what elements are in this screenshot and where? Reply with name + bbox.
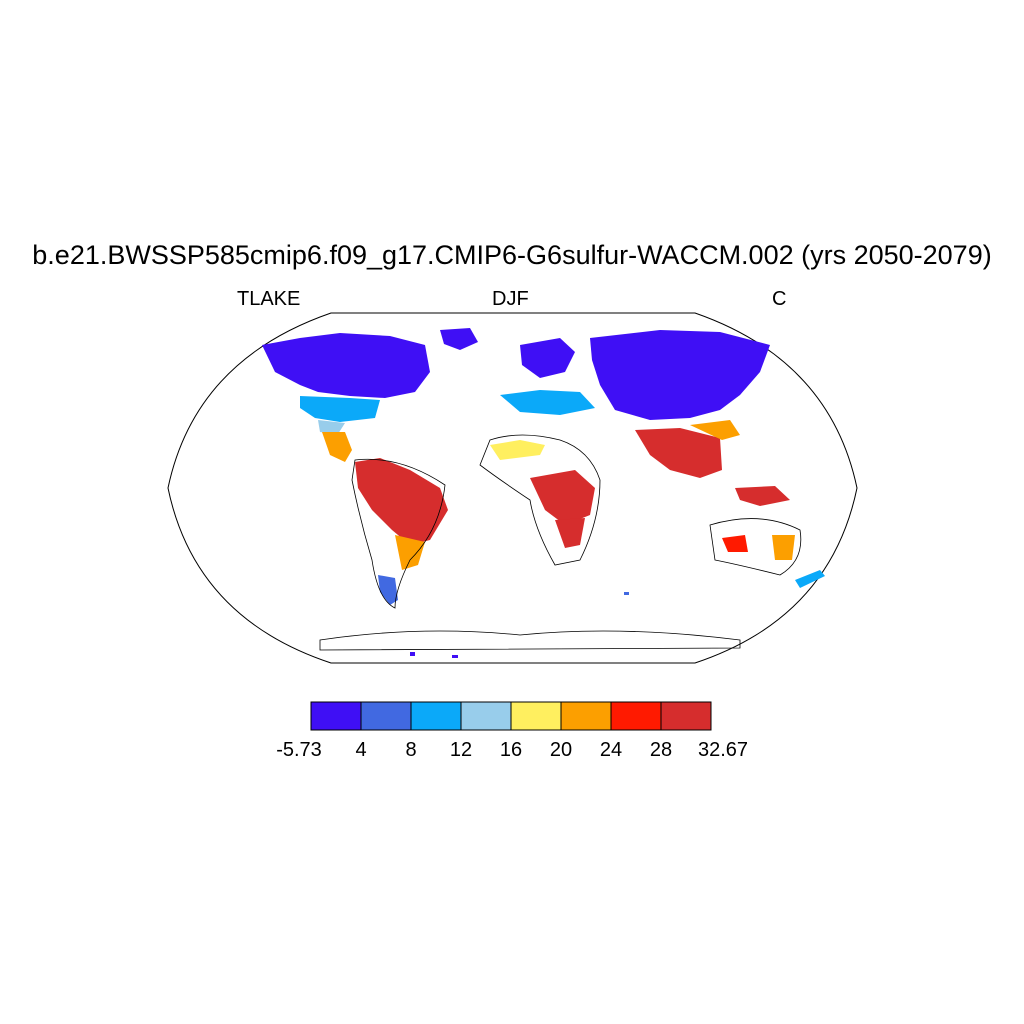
colorbar-label: 32.67 [698, 739, 748, 761]
scandinavia [520, 338, 575, 378]
colorbar-label: 16 [500, 739, 522, 761]
units-label: C [772, 288, 787, 310]
antarctic-cell [452, 655, 458, 658]
south-america-hot [355, 458, 448, 545]
new-zealand [795, 570, 825, 588]
colorbar-label: 24 [600, 739, 622, 761]
colorbar-label: 8 [405, 739, 416, 761]
central-america [322, 432, 352, 462]
africa-north [490, 440, 545, 460]
plot-title: b.e21.BWSSP585cmip6.f09_g17.CMIP6-G6sulf… [32, 240, 992, 270]
siberia [590, 330, 770, 420]
lake-temperature-field [262, 328, 825, 658]
colorbar-swatch [560, 701, 612, 731]
canada-east [440, 328, 478, 350]
season-label: DJF [492, 288, 529, 310]
variable-label: TLAKE [237, 288, 301, 310]
patagonia [378, 575, 398, 605]
north-america-mid [300, 396, 380, 422]
antarctic-cell [410, 652, 415, 656]
maritime-continent [735, 486, 790, 506]
australia-east [772, 535, 795, 560]
africa-central [530, 470, 595, 525]
colorbar-label: 20 [550, 739, 572, 761]
australia-west [722, 535, 748, 552]
colorbar-swatch [660, 701, 712, 731]
north-america-south [318, 420, 345, 434]
south-asia-hot [635, 428, 722, 478]
colorbar-swatch [460, 701, 512, 731]
colorbar-label: 4 [355, 739, 366, 761]
colorbar-label: -5.73 [276, 739, 322, 761]
africa-south [555, 518, 585, 548]
coastlines [319, 434, 802, 651]
south-america-south [395, 535, 425, 570]
east-asia-mid [690, 420, 740, 440]
colorbar-swatch [310, 701, 362, 731]
colorbar-swatch [360, 701, 412, 731]
europe-mid [500, 390, 595, 415]
island-cell [624, 592, 629, 595]
colorbar-swatch [510, 701, 562, 731]
colorbar-label: 12 [450, 739, 472, 761]
colorbar-swatch [410, 701, 462, 731]
colorbar-label: 28 [650, 739, 672, 761]
colorbar-swatch [610, 701, 662, 731]
north-america-cold [262, 333, 430, 398]
